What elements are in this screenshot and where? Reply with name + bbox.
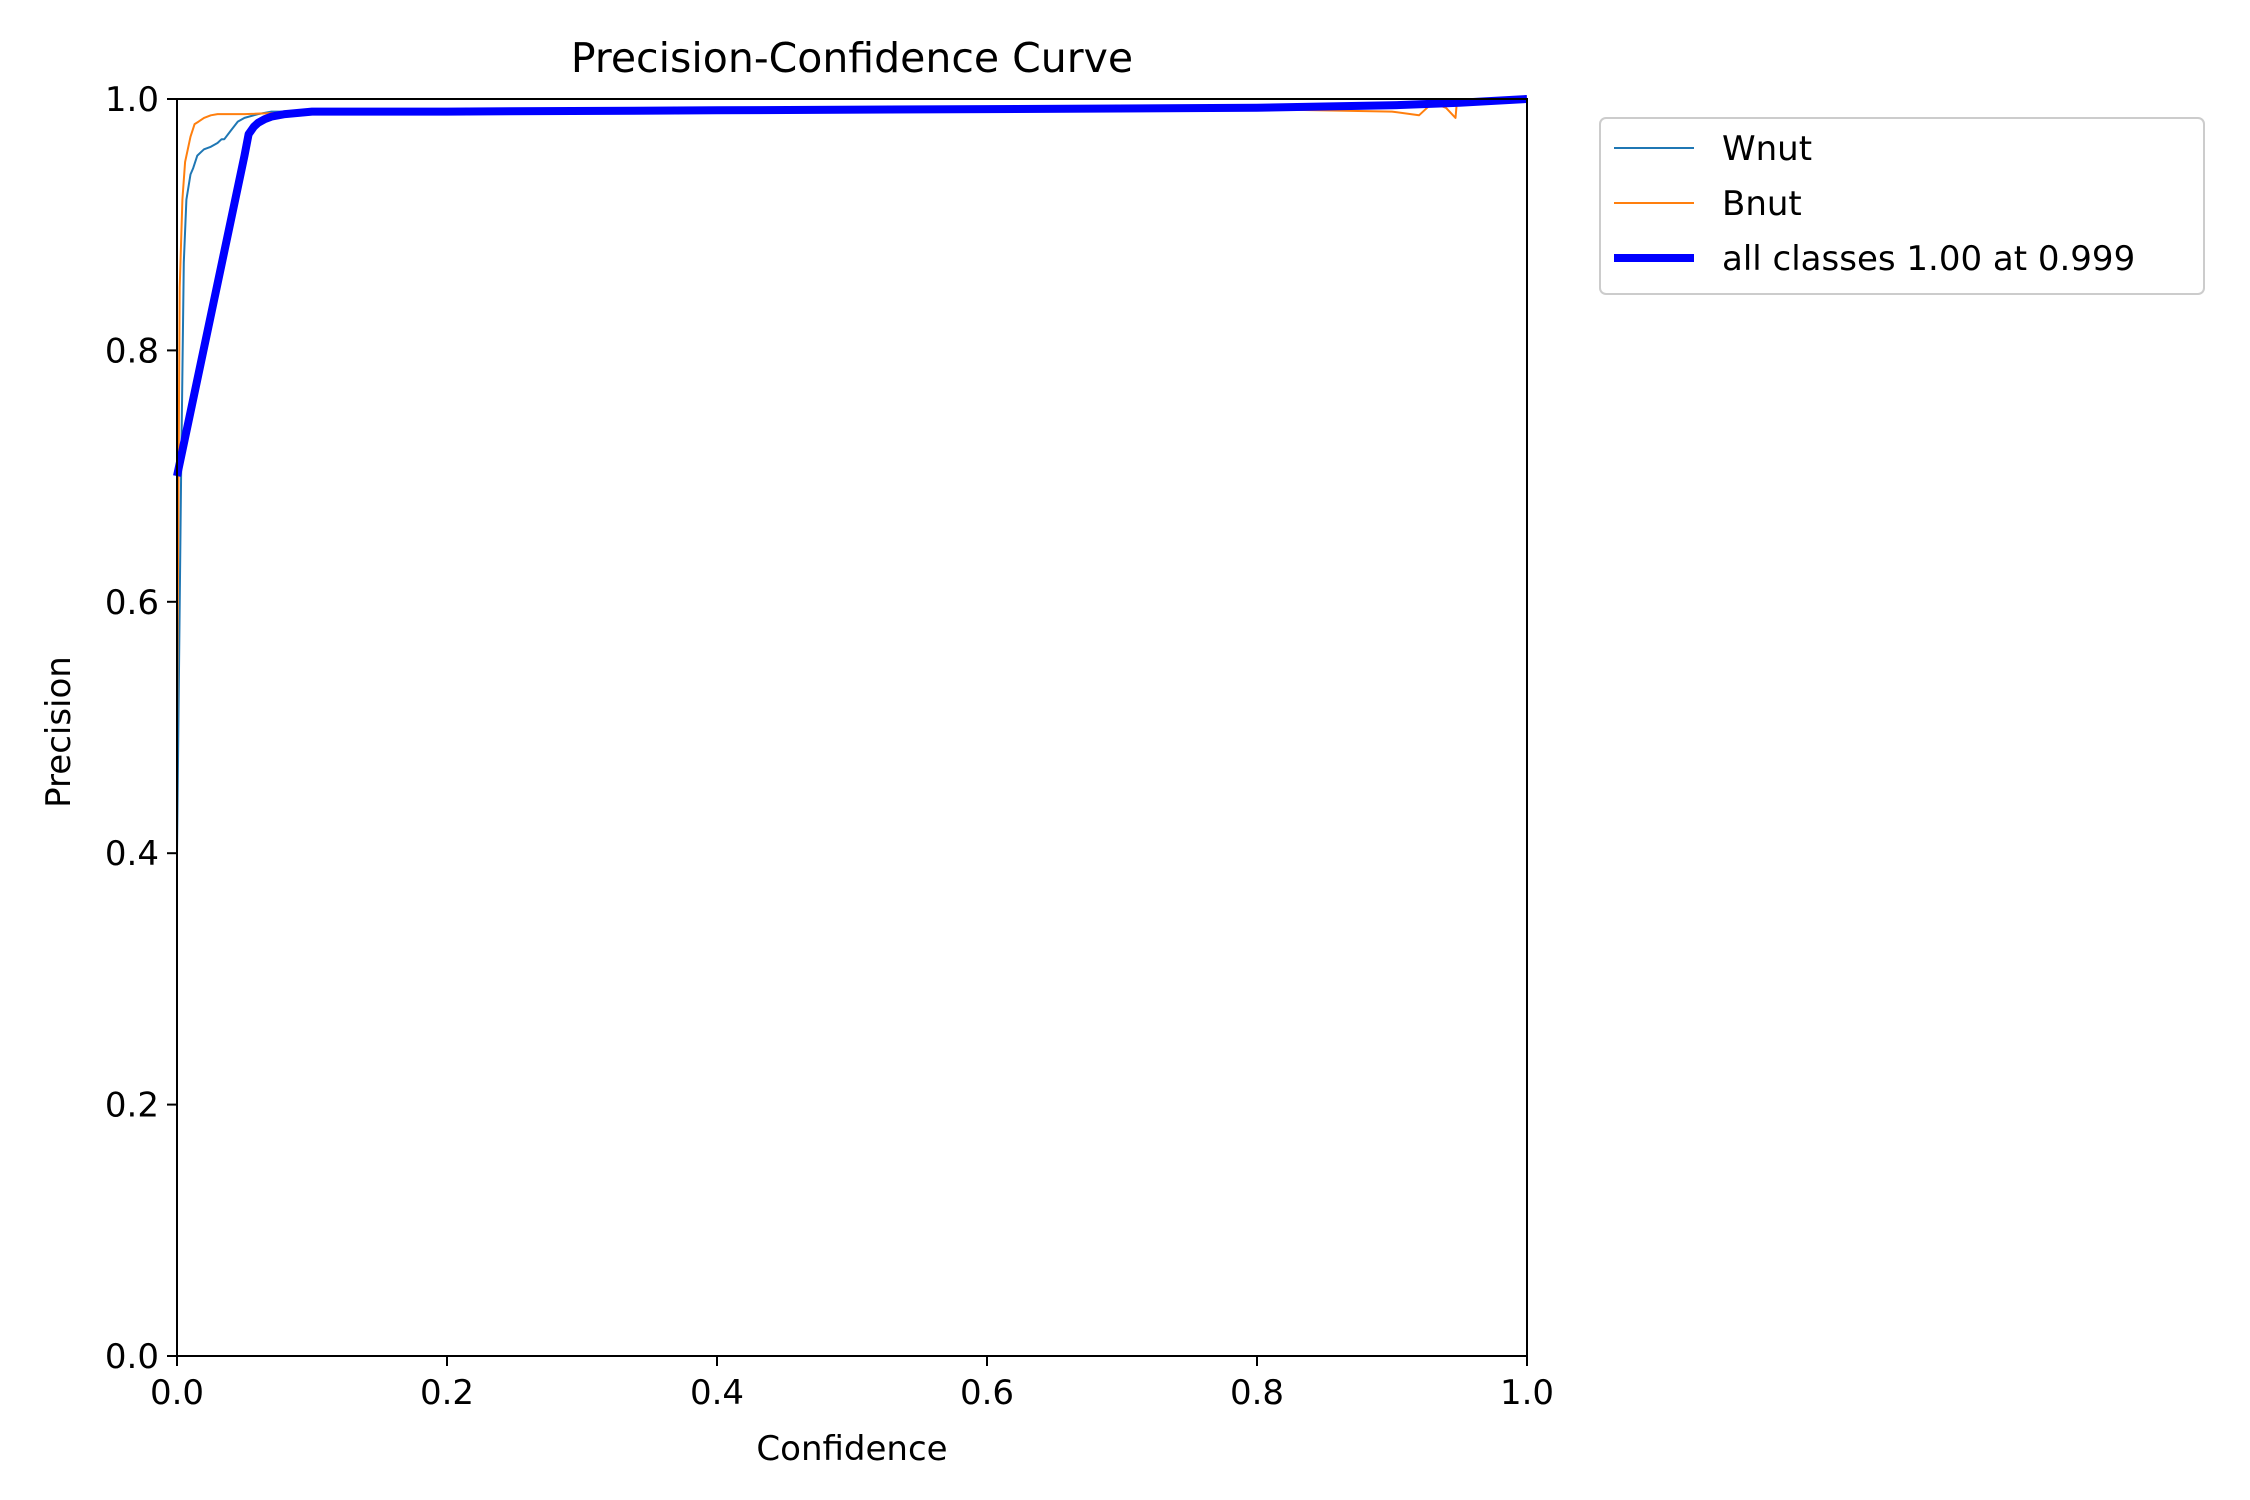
- series-layer: [173, 95, 1528, 854]
- y-tick-label: 0.2: [105, 1086, 159, 1126]
- x-tick-label: 0.4: [690, 1373, 744, 1413]
- y-tick-label: 0.6: [105, 583, 159, 623]
- legend-label-1: Bnut: [1722, 184, 1802, 224]
- legend-label-0: Wnut: [1722, 129, 1812, 169]
- x-tick-label: 0.2: [420, 1373, 474, 1413]
- x-tick-label: 0.6: [960, 1373, 1014, 1413]
- series-line-2: [173, 95, 1528, 477]
- x-tick-label: 0.8: [1230, 1373, 1284, 1413]
- x-tick-label: 1.0: [1500, 1373, 1554, 1413]
- legend-label-2: all classes 1.00 at 0.999: [1722, 239, 2135, 279]
- legend: Wnut Bnut all classes 1.00 at 0.999: [1599, 117, 2205, 295]
- plot-frame: [176, 98, 1528, 1357]
- y-tick-label: 0.0: [105, 1337, 159, 1377]
- y-axis-label: Precision: [39, 656, 79, 808]
- x-tick-label: 0.0: [150, 1373, 204, 1413]
- y-tick-label: 0.8: [105, 331, 159, 371]
- chart-title: Precision-Confidence Curve: [571, 34, 1133, 82]
- x-axis-label: Confidence: [756, 1429, 947, 1469]
- ticks-layer: 0.0 0.2 0.4 0.6 0.8 1.0 0.0 0.2 0.4 0.6 0.8 1.0: [105, 80, 1554, 1413]
- y-tick-label: 0.4: [105, 834, 159, 874]
- legend-box: [1599, 117, 2205, 295]
- y-tick-label: 1.0: [105, 80, 159, 120]
